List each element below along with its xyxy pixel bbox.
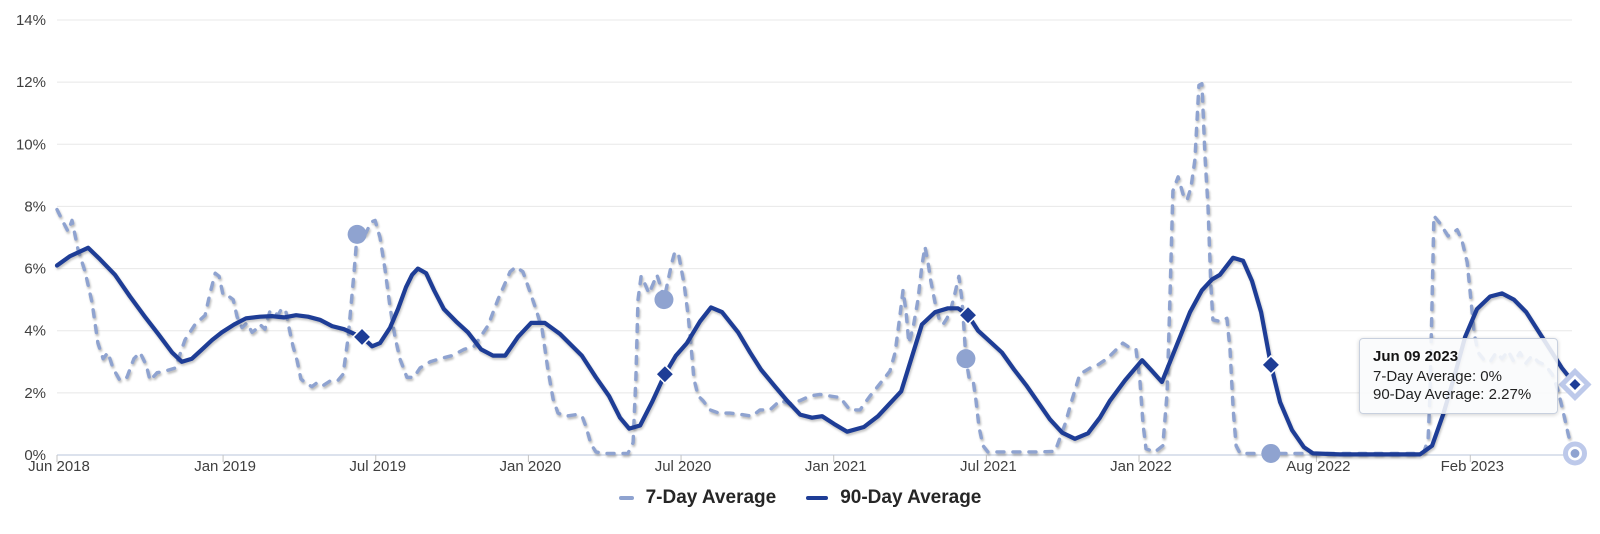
marker-7day-circle[interactable]: [956, 349, 976, 369]
y-axis-label: 8%: [24, 198, 46, 215]
x-axis-label: Jun 2018: [28, 458, 90, 475]
x-axis-label: Jul 2021: [960, 458, 1017, 475]
x-axis-label: Jan 2021: [805, 458, 867, 475]
x-axis-label: Jan 2020: [500, 458, 562, 475]
legend-label-7day: 7-Day Average: [645, 487, 777, 508]
x-axis-label: Jan 2022: [1110, 458, 1172, 475]
marker-90day-diamond[interactable]: [1260, 354, 1281, 375]
trend-line-chart[interactable]: 0% 2% 4% 6% 8% 10% 12% 14% Jun 2018 Jan 2019 Jul 2…: [0, 0, 1600, 478]
series-90day-average-line: [54, 245, 1578, 457]
marker-7day-circle[interactable]: [1261, 443, 1281, 463]
y-axis-label: 2%: [24, 385, 46, 402]
90day-line-swatch-icon: [806, 495, 829, 501]
hover-tooltip: Jun 09 2023 7-Day Average: 0% 90-Day Ave…: [1359, 338, 1558, 414]
tooltip-90day-value: 90-Day Average: 2.27%: [1373, 386, 1532, 403]
x-axis-label: Jan 2019: [194, 458, 256, 475]
x-axis-label: Aug 2022: [1286, 458, 1350, 475]
y-axis-label: 4%: [24, 323, 46, 340]
y-axis-label: 12%: [16, 74, 46, 91]
legend-item-7day[interactable]: 7-Day Average: [618, 487, 777, 509]
tooltip-7day-value: 7-Day Average: 0%: [1373, 368, 1502, 385]
marker-90day-diamond[interactable]: [957, 305, 979, 326]
marker-7day-circle[interactable]: [347, 224, 367, 244]
x-axis-label: Feb 2023: [1441, 458, 1504, 475]
x-axis-label: Jul 2020: [655, 458, 712, 475]
marker-90day-diamond[interactable]: [654, 364, 675, 385]
y-axis-label: 0%: [24, 447, 46, 464]
marker-7day-circle[interactable]: [654, 290, 674, 310]
7day-dash-swatch-icon: [618, 496, 634, 500]
x-axis-label: Jul 2019: [349, 458, 406, 475]
active-point-7day[interactable]: [1570, 449, 1580, 458]
y-axis-label: 14%: [16, 12, 46, 29]
legend-label-90day: 90-Day Average: [840, 487, 982, 508]
tooltip-date: Jun 09 2023: [1373, 348, 1459, 365]
active-point-90day[interactable]: [1569, 378, 1581, 390]
legend-item-90day[interactable]: 90-Day Average: [806, 487, 981, 509]
marker-90day-diamond[interactable]: [351, 326, 373, 347]
legend: 7-Day Average 90-Day Average: [0, 487, 1600, 509]
y-axis-label: 6%: [24, 261, 46, 278]
y-axis-label: 10%: [16, 136, 46, 153]
